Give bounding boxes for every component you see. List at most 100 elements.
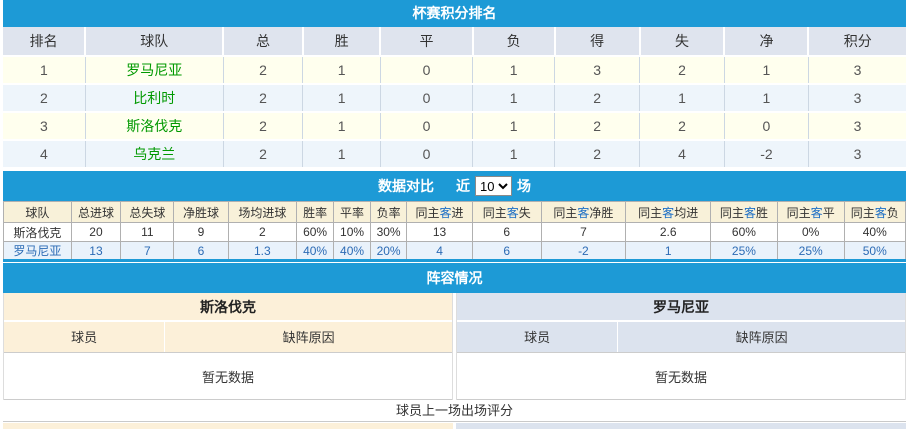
stat-cell: 25% xyxy=(710,241,778,261)
team-link[interactable]: 比利时 xyxy=(133,90,176,106)
next-section-partial-row xyxy=(3,423,906,429)
lineup-right-team-name: 罗马尼亚 xyxy=(457,293,905,322)
col-loss: 负 xyxy=(472,27,556,57)
stat-cell: 1 xyxy=(472,84,556,113)
stat-cell: 1 xyxy=(472,140,556,169)
stat-cell: 10% xyxy=(333,222,372,242)
col-same-venue-win: 同主客胜 xyxy=(710,201,778,223)
stat-cell: 25% xyxy=(776,241,845,261)
stat-cell: 40% xyxy=(843,222,907,242)
stat-cell: 2 xyxy=(223,140,304,169)
partial-right-team-header xyxy=(456,423,906,429)
col-comp-team: 球队 xyxy=(3,201,72,223)
stat-cell: 4 xyxy=(406,241,473,261)
lineup-section: 斯洛伐克 球员 缺阵原因 暂无数据 罗马尼亚 球员 缺阵原因 暂无数据 xyxy=(3,293,906,400)
matches-unit-label: 场 xyxy=(517,177,531,194)
away-accent: 客 xyxy=(506,205,519,220)
matches-count-select[interactable]: 10 xyxy=(475,176,512,196)
stat-cell: 1 xyxy=(302,112,381,141)
away-accent: 客 xyxy=(810,205,823,220)
col-rank: 排名 xyxy=(3,27,87,57)
col-same-venue-goals: 同主客进 xyxy=(406,201,473,223)
comparison-title: 数据对比 xyxy=(378,177,434,194)
stat-cell: 13 xyxy=(406,222,473,242)
rank-cell: 3 xyxy=(3,112,86,141)
comp-team-link[interactable]: 罗马尼亚 xyxy=(13,244,62,258)
stat-cell: 1 xyxy=(472,112,556,141)
standings-row: 4 乌克兰 2 1 0 1 2 4 -2 3 xyxy=(3,140,906,169)
col-goal-diff: 净胜球 xyxy=(173,201,229,223)
col-points: 积分 xyxy=(808,27,906,57)
stat-cell: 0 xyxy=(380,140,474,169)
stat-cell: 40% xyxy=(333,241,372,261)
comparison-title-bar: 数据对比 近 10 场 xyxy=(3,171,906,201)
team-cell: 乌克兰 xyxy=(85,140,224,169)
comparison-row: 罗马尼亚 13 7 6 1.3 40% 40% 20% 4 6 -2 1 25%… xyxy=(3,241,907,261)
stat-cell: 3 xyxy=(808,140,906,169)
away-accent: 客 xyxy=(577,205,590,220)
lineup-right-team-panel: 罗马尼亚 球员 缺阵原因 暂无数据 xyxy=(456,293,906,400)
stat-cell: 1 xyxy=(302,56,381,85)
rank-cell: 4 xyxy=(3,140,86,169)
stat-cell: 3 xyxy=(808,56,906,85)
stat-cell: 2 xyxy=(227,222,298,242)
stat-cell: -2 xyxy=(724,140,809,169)
stat-cell: 1 xyxy=(639,84,725,113)
col-same-venue-avg: 同主客均进 xyxy=(625,201,712,223)
stat-cell: 4 xyxy=(639,140,725,169)
absence-reason-column-header: 缺阵原因 xyxy=(282,330,335,345)
stat-cell: 2 xyxy=(554,140,641,169)
stat-cell: 1.3 xyxy=(227,241,298,261)
col-draw: 平 xyxy=(380,27,474,57)
stat-cell: 40% xyxy=(296,241,335,261)
stat-cell: 60% xyxy=(296,222,335,242)
col-win-rate: 胜率 xyxy=(296,201,335,223)
stat-cell: 20 xyxy=(70,222,122,242)
standings-title-bar: 杯赛积分排名 xyxy=(3,0,906,27)
rank-cell: 1 xyxy=(3,56,86,85)
team-link[interactable]: 斯洛伐克 xyxy=(126,118,183,134)
stat-cell: 0 xyxy=(724,112,809,141)
standings-header-row: 排名 球队 总 胜 平 负 得 失 净 积分 xyxy=(3,27,906,57)
col-goals-for: 得 xyxy=(554,27,641,57)
lineup-left-header-row: 球员 缺阵原因 xyxy=(4,322,452,353)
stat-cell: 1 xyxy=(625,241,712,261)
stat-cell: 7 xyxy=(540,222,627,242)
stat-cell: 2 xyxy=(223,112,304,141)
away-accent: 客 xyxy=(439,205,452,220)
team-link[interactable]: 罗马尼亚 xyxy=(126,62,183,78)
stat-cell: 11 xyxy=(120,222,175,242)
stat-cell: 6 xyxy=(471,222,542,242)
stat-cell: 1 xyxy=(724,84,809,113)
lineup-right-empty-state: 暂无数据 xyxy=(457,353,905,400)
col-same-venue-loss: 同主客负 xyxy=(843,201,907,223)
col-total-goals: 总进球 xyxy=(70,201,122,223)
team-link[interactable]: 乌克兰 xyxy=(133,146,176,162)
stat-cell: -2 xyxy=(540,241,627,261)
rank-cell: 2 xyxy=(3,84,86,113)
col-team: 球队 xyxy=(85,27,225,57)
col-avg-goals: 场均进球 xyxy=(227,201,298,223)
stat-cell: 30% xyxy=(370,222,408,242)
lineup-left-empty-state: 暂无数据 xyxy=(4,353,452,400)
stat-cell: 1 xyxy=(302,140,381,169)
standings-table: 排名 球队 总 胜 平 负 得 失 净 积分 1 罗马尼亚 2 1 0 1 3 … xyxy=(3,27,906,169)
col-draw-rate: 平率 xyxy=(333,201,372,223)
stat-cell: 20% xyxy=(370,241,408,261)
away-accent: 客 xyxy=(662,205,675,220)
comparison-row: 斯洛伐克 20 11 9 2 60% 10% 30% 13 6 7 2.6 60… xyxy=(3,222,907,242)
stat-cell: 6 xyxy=(471,241,542,261)
stat-cell: 2 xyxy=(223,84,304,113)
standings-row: 1 罗马尼亚 2 1 0 1 3 2 1 3 xyxy=(3,56,906,85)
stat-cell: 60% xyxy=(710,222,778,242)
stat-cell: 1 xyxy=(302,84,381,113)
stat-cell: 2 xyxy=(639,112,725,141)
stat-cell: 9 xyxy=(173,222,229,242)
comp-team-cell: 罗马尼亚 xyxy=(3,241,72,261)
stat-cell: 7 xyxy=(120,241,175,261)
player-column-header: 球员 xyxy=(4,322,166,352)
away-accent: 客 xyxy=(743,205,756,220)
comparison-header-row: 球队 总进球 总失球 净胜球 场均进球 胜率 平率 负率 同主客进 同主客失 同… xyxy=(3,201,907,223)
stat-cell: 3 xyxy=(808,112,906,141)
